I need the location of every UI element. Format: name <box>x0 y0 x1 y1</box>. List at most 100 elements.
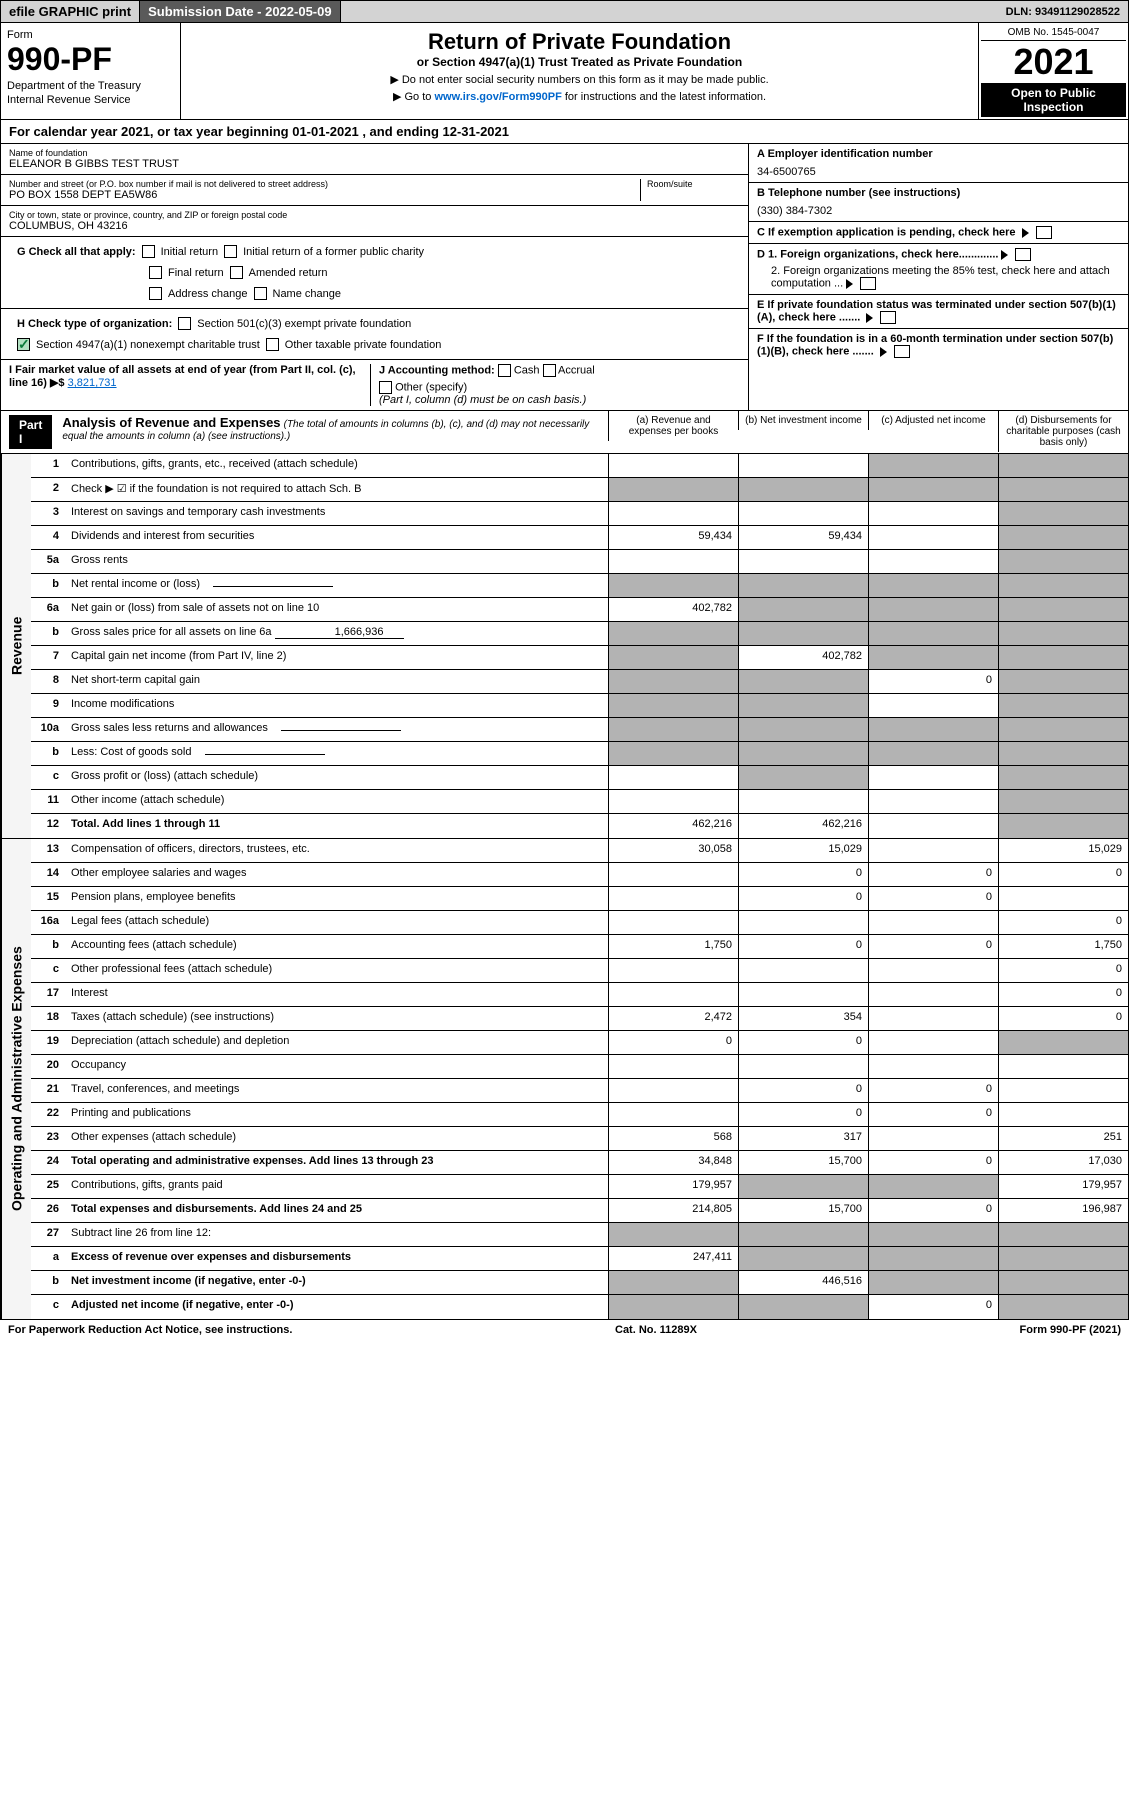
checkbox-d1[interactable] <box>1015 248 1031 261</box>
data-cell <box>608 718 738 741</box>
submission-date: Submission Date - 2022-05-09 <box>140 1 341 22</box>
data-cell <box>738 694 868 717</box>
data-cell <box>608 1271 738 1294</box>
row-label: Depreciation (attach schedule) and deple… <box>65 1031 608 1054</box>
row-label: Net short-term capital gain <box>65 670 608 693</box>
data-cell <box>868 1247 998 1270</box>
g-label: G Check all that apply: <box>17 246 136 258</box>
room-label: Room/suite <box>647 179 740 189</box>
data-cell <box>868 574 998 597</box>
expenses-section: Operating and Administrative Expenses 13… <box>0 839 1129 1320</box>
data-cell <box>998 1295 1128 1319</box>
data-cell: 0 <box>738 863 868 886</box>
row-label: Total expenses and disbursements. Add li… <box>65 1199 608 1222</box>
data-cell: 0 <box>738 1103 868 1126</box>
table-row: 11Other income (attach schedule) <box>31 790 1128 814</box>
row-num: 21 <box>31 1079 65 1102</box>
table-row: 26Total expenses and disbursements. Add … <box>31 1199 1128 1223</box>
data-cell: 247,411 <box>608 1247 738 1270</box>
data-cell <box>998 1103 1128 1126</box>
top-bar: efile GRAPHIC print Submission Date - 20… <box>0 0 1129 23</box>
form-title: Return of Private Foundation <box>187 29 972 55</box>
col-c: (c) Adjusted net income <box>868 411 998 430</box>
table-row: 1Contributions, gifts, grants, etc., rec… <box>31 454 1128 478</box>
row-label: Gross sales price for all assets on line… <box>65 622 608 645</box>
checkbox-e[interactable] <box>880 311 896 324</box>
checkbox-d2[interactable] <box>860 277 876 290</box>
i-value[interactable]: 3,821,731 <box>68 377 117 389</box>
data-cell <box>998 887 1128 910</box>
row-label: Accounting fees (attach schedule) <box>65 935 608 958</box>
checkbox-c[interactable] <box>1036 226 1052 239</box>
checkbox-address[interactable] <box>149 287 162 300</box>
row-num: 22 <box>31 1103 65 1126</box>
row-label: Legal fees (attach schedule) <box>65 911 608 934</box>
row-label: Excess of revenue over expenses and disb… <box>65 1247 608 1270</box>
footer-mid: Cat. No. 11289X <box>615 1324 697 1336</box>
data-cell <box>998 718 1128 741</box>
table-row: 6aNet gain or (loss) from sale of assets… <box>31 598 1128 622</box>
form-link[interactable]: www.irs.gov/Form990PF <box>434 91 561 103</box>
data-cell <box>868 1175 998 1198</box>
data-cell <box>738 718 868 741</box>
checkbox-other-method[interactable] <box>379 381 392 394</box>
checkbox-other-tax[interactable] <box>266 338 279 351</box>
data-cell <box>738 502 868 525</box>
row-label: Net gain or (loss) from sale of assets n… <box>65 598 608 621</box>
a-label: A Employer identification number <box>757 148 1120 160</box>
data-cell <box>738 1247 868 1270</box>
d1-label: D 1. Foreign organizations, check here..… <box>757 248 998 260</box>
checkbox-initial-former[interactable] <box>224 245 237 258</box>
row-label: Other income (attach schedule) <box>65 790 608 813</box>
row-label: Less: Cost of goods sold <box>65 742 608 765</box>
row-num: a <box>31 1247 65 1270</box>
data-cell: 1,750 <box>998 935 1128 958</box>
data-cell <box>608 911 738 934</box>
table-row: 8Net short-term capital gain0 <box>31 670 1128 694</box>
data-cell <box>738 622 868 645</box>
row-num: 2 <box>31 478 65 501</box>
e-label: E If private foundation status was termi… <box>757 299 1116 323</box>
data-cell: 1,750 <box>608 935 738 958</box>
table-row: 2Check ▶ ☑ if the foundation is not requ… <box>31 478 1128 502</box>
data-cell <box>998 742 1128 765</box>
info-section: Name of foundation ELEANOR B GIBBS TEST … <box>0 144 1129 411</box>
col-b: (b) Net investment income <box>738 411 868 430</box>
row-num: c <box>31 1295 65 1319</box>
row-label: Capital gain net income (from Part IV, l… <box>65 646 608 669</box>
c-label: C If exemption application is pending, c… <box>757 226 1016 238</box>
data-cell <box>868 911 998 934</box>
data-cell: 0 <box>868 1151 998 1174</box>
name-label: Name of foundation <box>9 148 740 158</box>
footer-left: For Paperwork Reduction Act Notice, see … <box>8 1324 292 1336</box>
row-num: c <box>31 959 65 982</box>
table-row: bGross sales price for all assets on lin… <box>31 622 1128 646</box>
data-cell: 15,029 <box>998 839 1128 862</box>
table-row: 12Total. Add lines 1 through 11462,21646… <box>31 814 1128 838</box>
data-cell <box>608 887 738 910</box>
revenue-section: Revenue 1Contributions, gifts, grants, e… <box>0 454 1129 839</box>
form-label: Form <box>7 29 174 41</box>
efile-label[interactable]: efile GRAPHIC print <box>1 1 140 22</box>
data-cell: 214,805 <box>608 1199 738 1222</box>
checkbox-f[interactable] <box>894 345 910 358</box>
checkbox-initial[interactable] <box>142 245 155 258</box>
checkbox-amended[interactable] <box>230 266 243 279</box>
data-cell: 402,782 <box>608 598 738 621</box>
data-cell: 59,434 <box>608 526 738 549</box>
checkbox-501c3[interactable] <box>178 317 191 330</box>
row-label: Other professional fees (attach schedule… <box>65 959 608 982</box>
data-cell: 15,700 <box>738 1151 868 1174</box>
row-num: 24 <box>31 1151 65 1174</box>
checkbox-name[interactable] <box>254 287 267 300</box>
table-row: 21Travel, conferences, and meetings00 <box>31 1079 1128 1103</box>
data-cell <box>738 959 868 982</box>
checkbox-final[interactable] <box>149 266 162 279</box>
row-num: 16a <box>31 911 65 934</box>
table-row: bNet investment income (if negative, ent… <box>31 1271 1128 1295</box>
checkbox-cash[interactable] <box>498 364 511 377</box>
data-cell <box>868 502 998 525</box>
checkbox-accrual[interactable] <box>543 364 556 377</box>
data-cell: 0 <box>868 887 998 910</box>
checkbox-4947[interactable] <box>17 338 30 351</box>
